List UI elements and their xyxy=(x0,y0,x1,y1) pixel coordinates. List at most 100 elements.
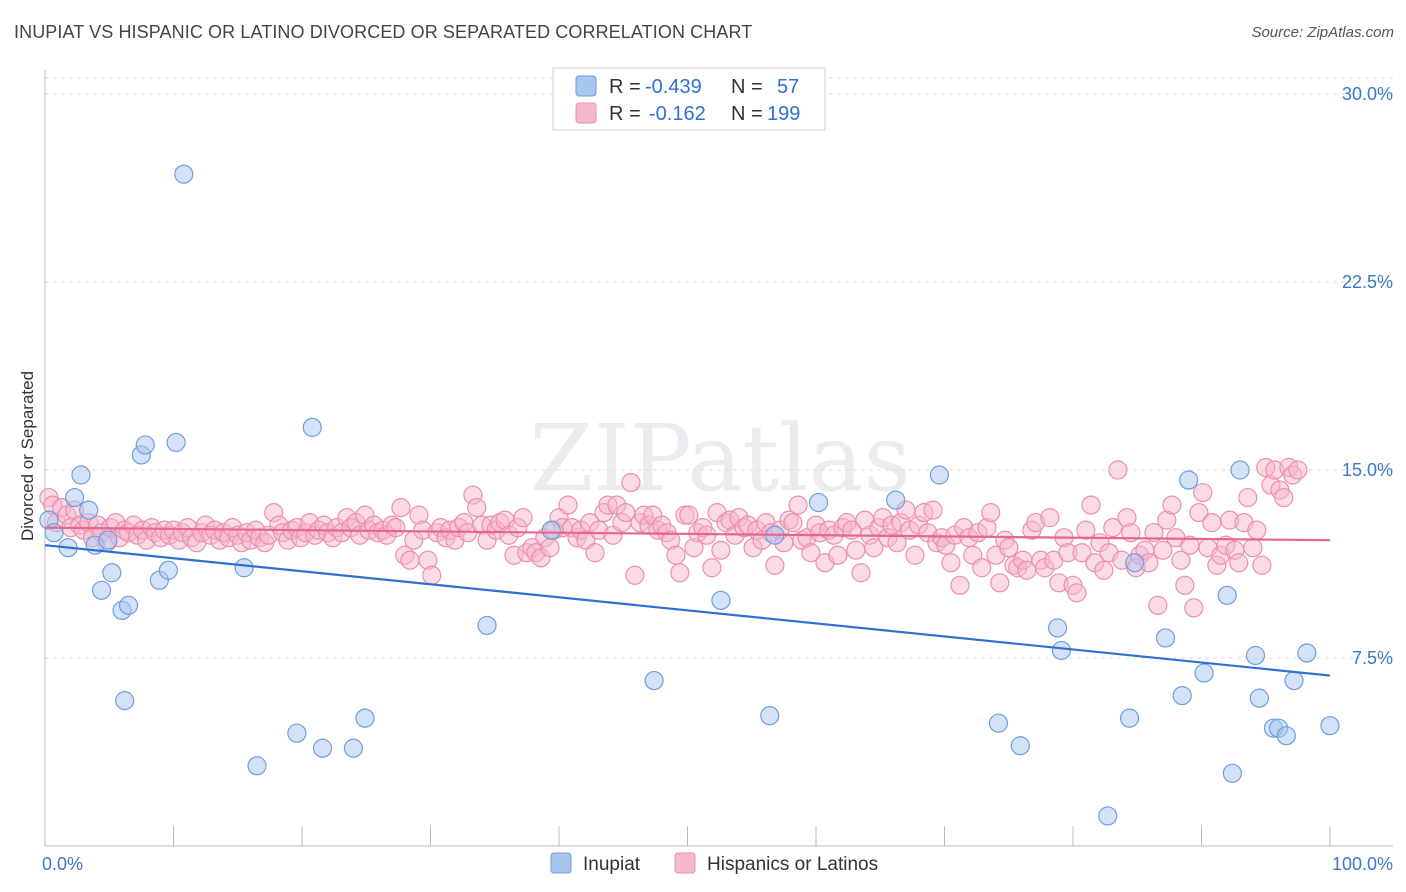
inupiat-point-17 xyxy=(174,164,194,184)
inupiat-point-54 xyxy=(1284,670,1304,691)
ticks: 7.5% 15.0% 22.5% 30.0% 0.0% 100.0% xyxy=(42,84,1393,874)
hispanic-point-269 xyxy=(1252,555,1272,575)
hispanic-point-115 xyxy=(558,495,578,515)
hispanic-point-166 xyxy=(788,495,808,515)
hispanic-point-202 xyxy=(950,575,970,595)
inupiat-point-50 xyxy=(1249,688,1269,708)
inupiat-point-37 xyxy=(1047,618,1068,638)
legend-swatch-inupiat xyxy=(575,75,597,97)
hispanic-point-85 xyxy=(422,565,442,585)
inupiat-point-21 xyxy=(287,723,307,743)
inupiat-point-13 xyxy=(135,435,155,455)
hispanic-point-165 xyxy=(783,513,803,533)
inupiat-point-32 xyxy=(808,492,829,513)
inupiat-point-20 xyxy=(247,756,267,776)
hispanic-point-129 xyxy=(621,472,641,493)
hispanic-point-142 xyxy=(679,505,699,525)
hispanic-point-111 xyxy=(540,538,560,558)
hispanic-point-149 xyxy=(711,540,731,560)
hispanic-point-196 xyxy=(923,500,943,520)
hispanic-point-256 xyxy=(1193,482,1213,503)
inupiat-point-42 xyxy=(1155,628,1176,648)
hispanic-point-234 xyxy=(1094,560,1114,580)
legend-r-value-2: -0.162 xyxy=(649,103,706,125)
hispanic-point-267 xyxy=(1243,538,1263,558)
legend-n-value-1: 57 xyxy=(777,76,799,98)
inupiat-point-26 xyxy=(477,615,497,636)
hispanic-point-130 xyxy=(625,565,645,585)
inupiat-point-4 xyxy=(71,465,91,485)
legend-r-label-2: R = xyxy=(609,103,641,125)
hispanic-point-252 xyxy=(1175,575,1195,595)
y-axis-label: Divorced or Separated xyxy=(18,371,37,541)
hispanic-point-237 xyxy=(1108,460,1128,480)
watermark: ZIPatlas xyxy=(529,405,910,512)
inupiat-point-24 xyxy=(343,738,363,758)
chart-title: INUPIAT VS HISPANIC OR LATINO DIVORCED O… xyxy=(14,22,753,42)
inupiat-point-15 xyxy=(158,560,178,580)
y-tick-label-0: 7.5% xyxy=(1352,648,1393,668)
bottom-legend-swatch-hispanic xyxy=(674,852,696,874)
hispanic-point-230 xyxy=(1076,520,1096,540)
hispanic-point-77 xyxy=(386,518,406,538)
hispanic-point-246 xyxy=(1148,595,1168,615)
hispanic-point-254 xyxy=(1184,598,1204,618)
inupiat-point-56 xyxy=(1320,716,1340,736)
hispanic-point-192 xyxy=(905,545,925,565)
inupiat-point-38 xyxy=(1051,640,1072,661)
bottom-legend-hispanic: Hispanics or Latinos xyxy=(707,854,878,875)
bottom-legend: Inupiat Hispanics or Latinos xyxy=(550,852,878,875)
inupiat-point-47 xyxy=(1222,763,1242,783)
hispanic-point-175 xyxy=(828,545,848,565)
y-tick-label-3: 30.0% xyxy=(1342,84,1393,104)
hispanic-point-245 xyxy=(1144,523,1164,543)
hispanic-point-78 xyxy=(391,498,411,518)
source-label: Source: ZipAtlas.com xyxy=(1251,24,1394,41)
inupiat-point-33 xyxy=(886,490,906,510)
inupiat-point-22 xyxy=(302,417,322,437)
legend-n-value-2: 199 xyxy=(767,103,800,125)
hispanic-point-277 xyxy=(1288,460,1308,480)
hispanic-point-231 xyxy=(1081,495,1101,515)
inupiat-point-1 xyxy=(44,523,64,543)
inupiat-point-43 xyxy=(1172,685,1192,706)
hispanic-point-140 xyxy=(670,563,690,583)
inupiat-point-18 xyxy=(115,691,135,711)
x-tick-label-1: 100.0% xyxy=(1332,854,1393,874)
hispanic-point-258 xyxy=(1202,513,1222,533)
axes xyxy=(44,70,1393,847)
inupiat-point-34 xyxy=(929,465,949,485)
hispanic-point-80 xyxy=(400,550,420,570)
hispanic-trend-line xyxy=(44,526,1331,542)
legend-swatch-hispanic xyxy=(575,102,597,124)
inupiat-point-9 xyxy=(102,563,122,583)
inupiat-point-16 xyxy=(166,432,186,453)
inupiat-point-29 xyxy=(711,590,731,610)
inupiat-trend-line xyxy=(44,544,1331,677)
inupiat-point-5 xyxy=(79,500,99,520)
hispanic-point-207 xyxy=(972,558,992,578)
legend-n-label-1: N = xyxy=(731,76,763,98)
hispanic-point-251 xyxy=(1171,550,1191,570)
y-tick-label-1: 15.0% xyxy=(1342,460,1393,480)
hispanic-point-222 xyxy=(1040,508,1060,528)
hispanic-point-105 xyxy=(513,508,533,528)
inupiat-point-7 xyxy=(91,580,112,600)
legend-r-label-1: R = xyxy=(609,76,641,98)
inupiat-point-19 xyxy=(234,558,254,578)
inupiat-point-45 xyxy=(1194,663,1214,683)
inupiat-point-49 xyxy=(1245,645,1266,666)
hispanic-point-169 xyxy=(801,543,821,563)
hispanic-point-139 xyxy=(666,545,686,565)
inupiat-point-41 xyxy=(1125,553,1145,573)
x-tick-label-0: 0.0% xyxy=(42,854,83,874)
inupiat-point-8 xyxy=(98,530,118,550)
inupiat-point-3 xyxy=(64,487,85,508)
inupiat-point-48 xyxy=(1230,460,1250,480)
inupiat-point-36 xyxy=(1010,736,1030,756)
hispanic-point-274 xyxy=(1274,487,1294,508)
inupiat-point-39 xyxy=(1098,806,1118,826)
hispanic-point-95 xyxy=(467,498,487,518)
inupiat-point-55 xyxy=(1297,643,1317,663)
